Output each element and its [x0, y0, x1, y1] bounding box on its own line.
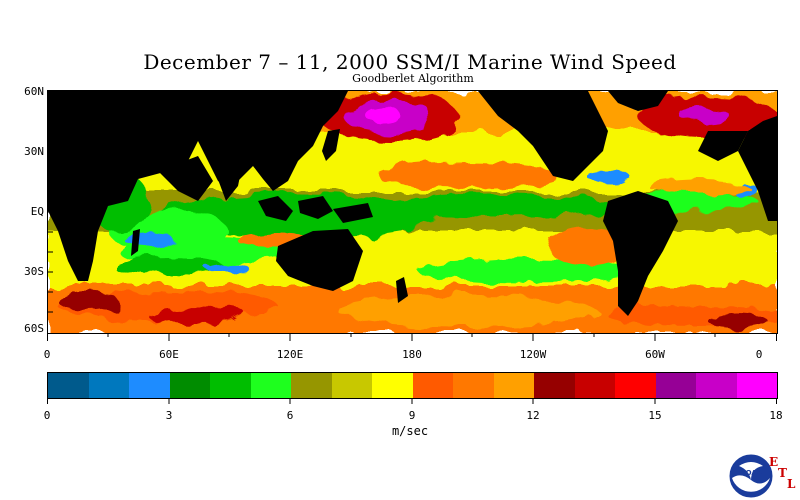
color-bar-swatch-10	[453, 373, 494, 398]
etl-letter-l: L	[787, 477, 796, 491]
color-bar-swatch-15	[655, 373, 696, 398]
color-bar-swatch-6	[291, 373, 332, 398]
lon-label-120e: 120E	[276, 348, 304, 361]
color-bar-label-15: 15	[648, 409, 662, 422]
color-bar-swatch-7	[331, 373, 372, 398]
color-bar-swatch-3	[169, 373, 210, 398]
color-bar-label-6: 6	[286, 409, 294, 422]
color-bar-swatch-14	[615, 373, 656, 398]
lat-label-60s: 60S	[24, 322, 44, 335]
color-bar-label-9: 9	[408, 409, 416, 422]
wind-speed-map-svg	[48, 91, 777, 333]
map-ticks	[48, 110, 53, 313]
color-bar-swatch-4	[210, 373, 251, 398]
units-label: m/sec	[391, 424, 429, 438]
lat-label-60n: 60N	[24, 85, 44, 98]
map-subtitle: Goodberlet Algorithm	[352, 72, 474, 85]
color-bar-swatch-11	[493, 373, 534, 398]
color-bar-label-12: 12	[526, 409, 540, 422]
color-bar-swatch-16	[696, 373, 737, 398]
lon-label-120w: 120W	[519, 348, 547, 361]
lon-label-60e: 60E	[159, 348, 179, 361]
color-bar-label-3: 3	[165, 409, 173, 422]
lat-label-30s: 30S	[24, 265, 44, 278]
color-bar-swatch-9	[412, 373, 453, 398]
color-bar-swatch-1	[88, 373, 129, 398]
color-bar-swatch-17	[736, 373, 777, 398]
wind-speed-map	[47, 90, 778, 334]
noaa-logo: NOAA	[729, 454, 773, 498]
lon-ticks	[47, 333, 777, 341]
lon-label-0: 0	[43, 348, 51, 361]
noaa-logo-text: NOAA	[740, 469, 763, 477]
color-bar-label-18: 18	[769, 409, 783, 422]
color-bar-swatch-2	[129, 373, 170, 398]
lon-label-180: 180	[402, 348, 422, 361]
lat-label-eq: EQ	[30, 205, 44, 218]
color-bar-swatch-13	[574, 373, 615, 398]
lat-label-30n: 30N	[24, 145, 44, 158]
color-bar-swatch-8	[372, 373, 413, 398]
etl-letter-t: T	[778, 466, 787, 480]
land-masses	[48, 91, 777, 316]
color-bar-swatch-0	[48, 373, 89, 398]
lon-label-60w: 60W	[645, 348, 665, 361]
map-title: December 7 – 11, 2000 SSM/I Marine Wind …	[143, 50, 677, 74]
color-bar	[47, 372, 778, 399]
color-bar-swatch-5	[250, 373, 291, 398]
color-bar-swatch-12	[534, 373, 575, 398]
lon-label-0-east: 0	[755, 348, 763, 361]
etl-letter-e: E	[769, 455, 779, 469]
color-bar-label-0: 0	[43, 409, 51, 422]
color-bar-ticks	[47, 398, 777, 404]
